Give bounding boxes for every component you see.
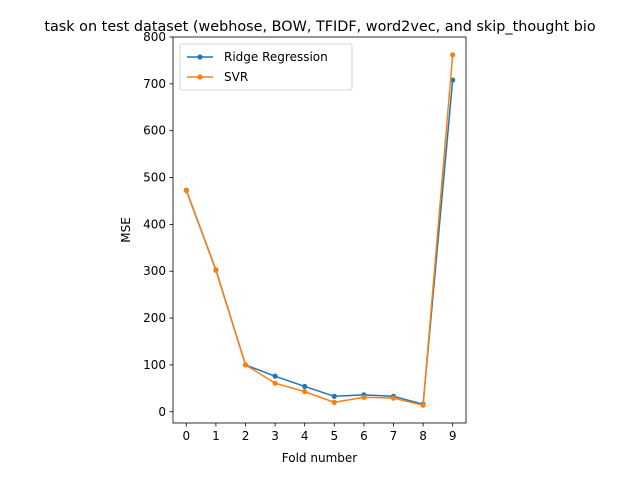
data-point — [272, 380, 278, 386]
y-tick-label: 800 — [143, 30, 166, 44]
legend-box — [179, 43, 353, 91]
plot-area — [173, 37, 466, 423]
y-tick-label: 300 — [143, 264, 166, 278]
x-tick-label: 9 — [449, 429, 457, 443]
legend-item: SVR — [187, 70, 248, 84]
y-tick-label: 100 — [143, 358, 166, 372]
y-tick-label: 0 — [158, 405, 166, 419]
y-tick-label: 200 — [143, 311, 166, 325]
data-point — [450, 52, 456, 58]
legend-item: Ridge Regression — [187, 50, 328, 64]
plot-frame — [172, 36, 467, 424]
x-axis-label: Fold number — [282, 451, 357, 465]
data-point — [302, 389, 308, 395]
x-tick-label: 2 — [242, 429, 250, 443]
series-2 — [183, 52, 456, 408]
data-point — [183, 188, 189, 194]
x-tick-label: 1 — [212, 429, 220, 443]
axis-ticks: 0 1 2 3 4 5 6 7 8 9 0 100 200 300 400 500 600 700 800 — [143, 30, 456, 443]
y-tick-label: 400 — [143, 217, 166, 231]
legend-marker — [197, 54, 203, 60]
data-point — [361, 394, 367, 400]
data-point — [213, 267, 219, 273]
x-tick-label: 4 — [301, 429, 309, 443]
data-point — [331, 393, 337, 399]
y-tick-label: 600 — [143, 124, 166, 138]
x-tick-label: 3 — [271, 429, 279, 443]
data-point — [390, 395, 397, 401]
x-tick-label: 7 — [390, 429, 398, 443]
y-tick-label: 700 — [143, 77, 166, 91]
series-line — [185, 54, 454, 406]
plot-layer — [183, 52, 456, 408]
x-tick-label: 0 — [182, 429, 190, 443]
legend-marker — [197, 74, 203, 80]
x-tick-label: 6 — [360, 429, 368, 443]
legend: Ridge Regression SVR — [179, 43, 353, 91]
legend-label: SVR — [224, 70, 248, 84]
legend-label: Ridge Regression — [224, 50, 328, 64]
x-tick-label: 5 — [330, 429, 338, 443]
data-point — [331, 399, 337, 405]
data-point — [302, 383, 308, 390]
chart-title: task on test dataset (webhose, BOW, TFID… — [44, 19, 596, 35]
data-point — [242, 362, 249, 368]
y-axis-label: MSE — [119, 217, 133, 243]
data-point — [420, 402, 426, 408]
y-tick-label: 500 — [143, 171, 166, 185]
x-tick-label: 8 — [419, 429, 427, 443]
data-point — [272, 373, 278, 379]
